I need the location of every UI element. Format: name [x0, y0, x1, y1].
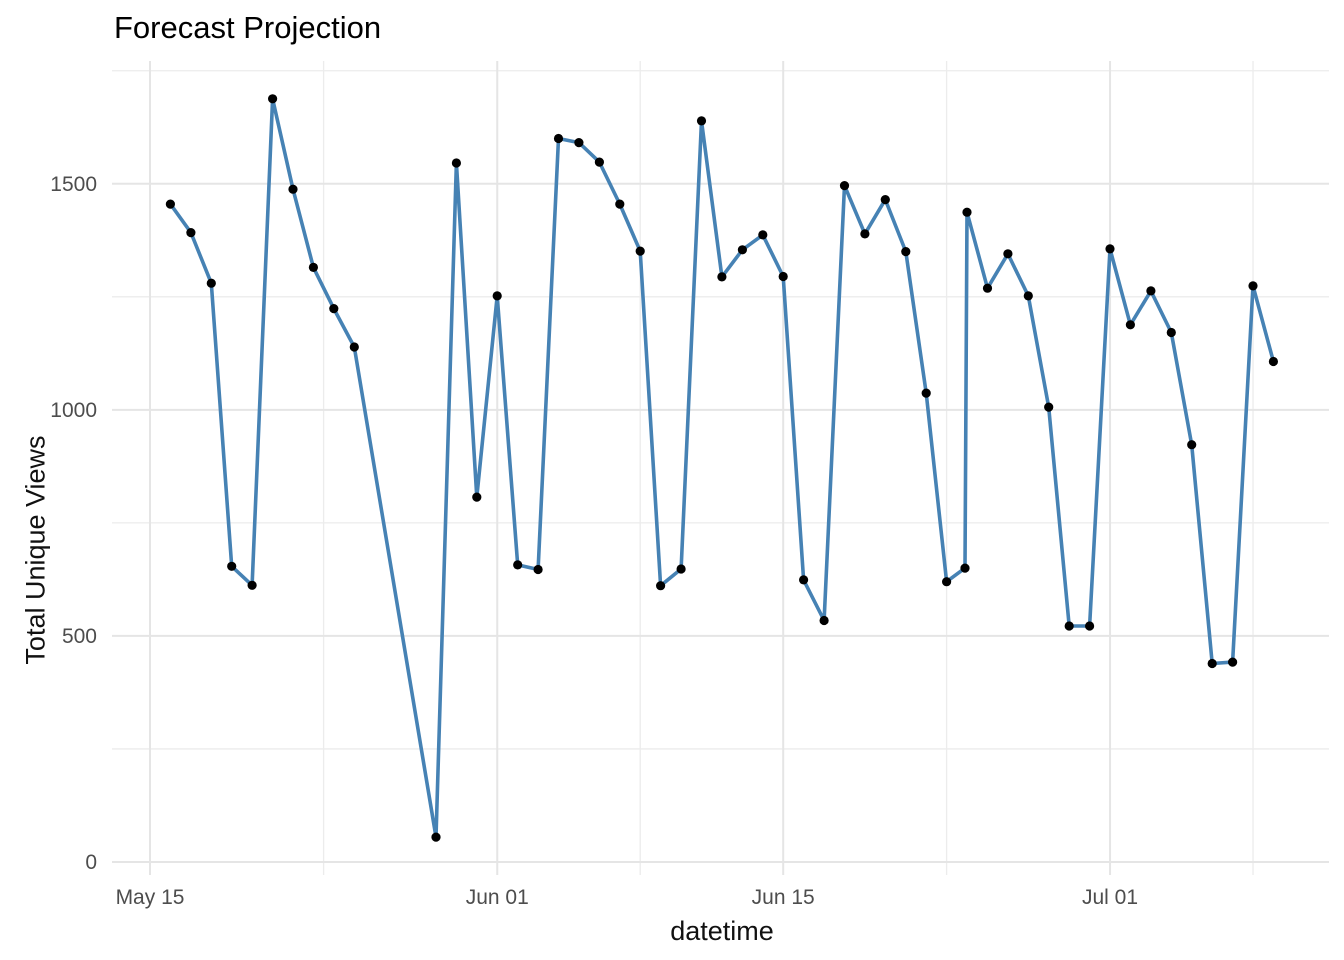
- data-point: [921, 388, 931, 398]
- data-point: [880, 195, 890, 205]
- x-tick-labels: May 15 Jun 01 Jun 15 Jul 01: [116, 886, 1138, 909]
- data-point: [1268, 356, 1278, 367]
- data-point: [227, 561, 237, 571]
- data-point: [676, 564, 686, 574]
- data-point: [492, 291, 502, 301]
- data-point: [819, 615, 829, 626]
- data-point: [553, 133, 564, 144]
- data-point: [901, 247, 911, 257]
- x-tick-label: May 15: [116, 886, 185, 909]
- data-point: [758, 230, 768, 240]
- data-point: [1105, 244, 1115, 254]
- data-point: [696, 116, 707, 126]
- data-points: [165, 94, 1278, 842]
- data-point: [329, 304, 339, 314]
- series-line: [168, 97, 1276, 839]
- data-point: [186, 228, 196, 238]
- data-point: [1064, 621, 1074, 631]
- data-point: [860, 229, 870, 239]
- data-point: [778, 271, 788, 282]
- data-point: [1207, 658, 1217, 669]
- y-axis-title: Total Unique Views: [20, 435, 51, 665]
- data-point: [594, 157, 605, 167]
- data-point: [349, 342, 359, 352]
- data-point: [533, 564, 543, 575]
- data-point: [1085, 621, 1095, 631]
- data-point: [472, 492, 482, 502]
- data-point: [1044, 402, 1054, 412]
- data-point: [165, 199, 175, 209]
- minor-gridlines: [112, 61, 1329, 875]
- chart-title: Forecast Projection: [114, 10, 382, 45]
- data-point: [1125, 320, 1135, 330]
- y-tick-label: 1000: [50, 399, 97, 422]
- x-tick-label: Jul 01: [1082, 886, 1138, 909]
- data-point: [1248, 281, 1258, 291]
- data-point: [1166, 327, 1176, 338]
- data-point: [962, 207, 972, 217]
- data-point: [839, 181, 850, 191]
- data-point: [799, 575, 809, 585]
- data-point: [1187, 440, 1197, 450]
- data-point: [982, 283, 993, 293]
- data-point: [247, 580, 257, 590]
- data-point: [513, 560, 523, 570]
- data-point: [574, 138, 584, 148]
- data-point: [451, 158, 461, 168]
- y-tick-label: 1500: [50, 173, 97, 196]
- data-point: [268, 94, 278, 104]
- data-point: [942, 577, 952, 587]
- data-point: [1003, 249, 1013, 259]
- y-tick-labels: 0 500 1000 1500: [50, 173, 97, 874]
- x-tick-label: Jun 01: [466, 886, 529, 909]
- x-tick-label: Jun 15: [752, 886, 815, 909]
- x-axis-title: datetime: [670, 916, 774, 946]
- data-point: [431, 832, 441, 842]
- data-point: [308, 262, 318, 272]
- data-point: [1146, 286, 1156, 296]
- data-point: [717, 272, 727, 282]
- data-point: [656, 581, 666, 591]
- data-point: [1023, 291, 1033, 301]
- data-point: [288, 184, 298, 194]
- major-gridlines: [112, 61, 1329, 875]
- data-point: [960, 563, 970, 573]
- data-point: [1228, 657, 1238, 667]
- data-point: [206, 278, 216, 288]
- y-tick-label: 0: [85, 851, 97, 874]
- y-tick-label: 500: [62, 625, 97, 648]
- data-point: [635, 246, 645, 256]
- data-point: [615, 199, 625, 209]
- data-point: [737, 245, 748, 255]
